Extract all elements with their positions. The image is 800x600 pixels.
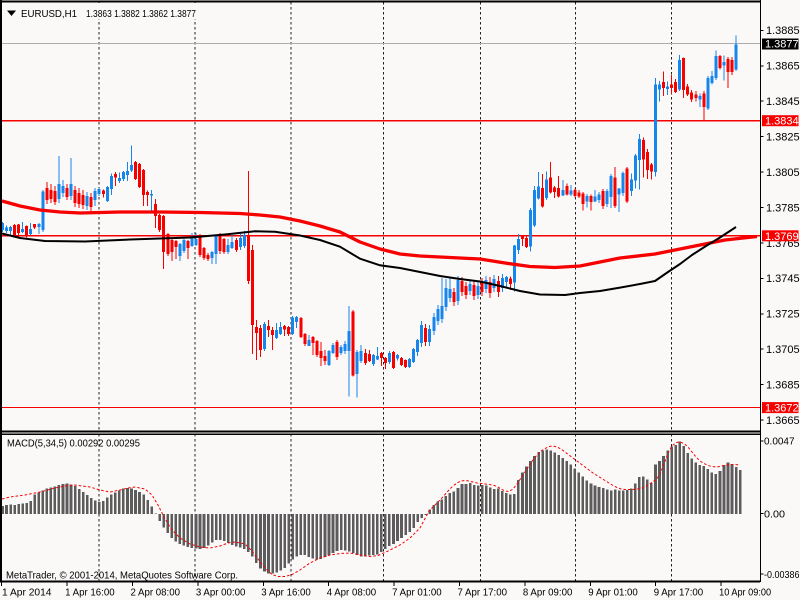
svg-text:1.3865: 1.3865 — [766, 61, 800, 73]
svg-text:1.3834: 1.3834 — [765, 116, 799, 128]
svg-text:3 Apr 16:00: 3 Apr 16:00 — [261, 588, 311, 599]
svg-text:1.3685: 1.3685 — [766, 380, 800, 392]
svg-text:MACD(5,34,5) 0.00292 0.00295: MACD(5,34,5) 0.00292 0.00295 — [7, 439, 140, 450]
svg-text:2 Apr 08:00: 2 Apr 08:00 — [131, 588, 181, 599]
svg-text:10 Apr 09:00: 10 Apr 09:00 — [719, 588, 771, 599]
svg-text:EURUSD,H1: EURUSD,H1 — [21, 9, 77, 20]
svg-text:1.3825: 1.3825 — [766, 132, 800, 144]
svg-text:0.00: 0.00 — [764, 508, 785, 520]
svg-text:1.3745: 1.3745 — [766, 273, 800, 285]
svg-text:1.3785: 1.3785 — [766, 202, 800, 214]
svg-text:8 Apr 09:00: 8 Apr 09:00 — [523, 588, 573, 599]
svg-text:1 Apr 16:00: 1 Apr 16:00 — [65, 588, 115, 599]
svg-text:3 Apr 00:00: 3 Apr 00:00 — [196, 588, 246, 599]
svg-text:1.3885: 1.3885 — [766, 25, 800, 37]
svg-text:1 Apr 2014: 1 Apr 2014 — [2, 588, 52, 599]
svg-text:1.3805: 1.3805 — [766, 167, 800, 179]
svg-text:9 Apr 01:00: 9 Apr 01:00 — [588, 588, 638, 599]
svg-text:MetaTrader, © 2001-2014, MetaQ: MetaTrader, © 2001-2014, MetaQuotes Soft… — [6, 571, 238, 582]
svg-text:4 Apr 08:00: 4 Apr 08:00 — [327, 588, 377, 599]
svg-text:7 Apr 17:00: 7 Apr 17:00 — [458, 588, 508, 599]
svg-text:1.3845: 1.3845 — [766, 96, 800, 108]
svg-text:-0.00386: -0.00386 — [764, 569, 800, 581]
svg-text:9 Apr 17:00: 9 Apr 17:00 — [654, 588, 704, 599]
svg-text:1.3863 1.3882 1.3862 1.3877: 1.3863 1.3882 1.3862 1.3877 — [86, 9, 196, 20]
svg-text:7 Apr 01:00: 7 Apr 01:00 — [392, 588, 442, 599]
svg-text:1.3672: 1.3672 — [765, 403, 799, 415]
svg-text:1.3725: 1.3725 — [766, 309, 800, 321]
svg-text:1.3877: 1.3877 — [765, 39, 799, 51]
svg-text:0.0047: 0.0047 — [764, 436, 795, 448]
svg-text:1.3705: 1.3705 — [766, 344, 800, 356]
svg-text:1.3769: 1.3769 — [765, 231, 799, 243]
svg-text:1.3665: 1.3665 — [766, 415, 800, 427]
